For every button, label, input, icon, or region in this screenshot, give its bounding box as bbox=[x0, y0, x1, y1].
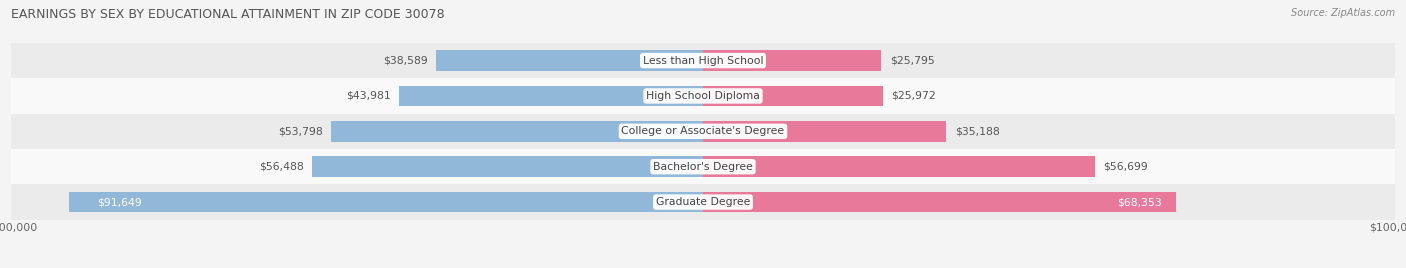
Text: $56,488: $56,488 bbox=[259, 162, 304, 172]
Text: Source: ZipAtlas.com: Source: ZipAtlas.com bbox=[1291, 8, 1395, 18]
Text: $53,798: $53,798 bbox=[278, 126, 322, 136]
Bar bbox=[703, 121, 946, 142]
Text: $56,699: $56,699 bbox=[1104, 162, 1149, 172]
Bar bbox=[436, 50, 703, 71]
Bar bbox=[11, 78, 1395, 114]
Bar bbox=[399, 86, 703, 106]
Bar bbox=[11, 184, 1395, 220]
Text: Less than High School: Less than High School bbox=[643, 55, 763, 66]
Text: $38,589: $38,589 bbox=[382, 55, 427, 66]
Bar bbox=[11, 43, 1395, 78]
Bar bbox=[703, 50, 882, 71]
Text: High School Diploma: High School Diploma bbox=[647, 91, 759, 101]
Bar bbox=[312, 157, 703, 177]
Text: Graduate Degree: Graduate Degree bbox=[655, 197, 751, 207]
Text: $43,981: $43,981 bbox=[346, 91, 391, 101]
Text: $35,188: $35,188 bbox=[955, 126, 1000, 136]
Text: $25,795: $25,795 bbox=[890, 55, 935, 66]
Bar bbox=[330, 121, 703, 142]
Text: $25,972: $25,972 bbox=[891, 91, 936, 101]
Bar bbox=[11, 114, 1395, 149]
Text: $91,649: $91,649 bbox=[97, 197, 142, 207]
Bar bbox=[69, 192, 703, 212]
Bar bbox=[703, 86, 883, 106]
Text: EARNINGS BY SEX BY EDUCATIONAL ATTAINMENT IN ZIP CODE 30078: EARNINGS BY SEX BY EDUCATIONAL ATTAINMEN… bbox=[11, 8, 444, 21]
Text: Bachelor's Degree: Bachelor's Degree bbox=[652, 162, 754, 172]
Bar bbox=[703, 157, 1095, 177]
Text: College or Associate's Degree: College or Associate's Degree bbox=[621, 126, 785, 136]
Text: $68,353: $68,353 bbox=[1118, 197, 1161, 207]
Bar bbox=[11, 149, 1395, 184]
Bar bbox=[703, 192, 1175, 212]
